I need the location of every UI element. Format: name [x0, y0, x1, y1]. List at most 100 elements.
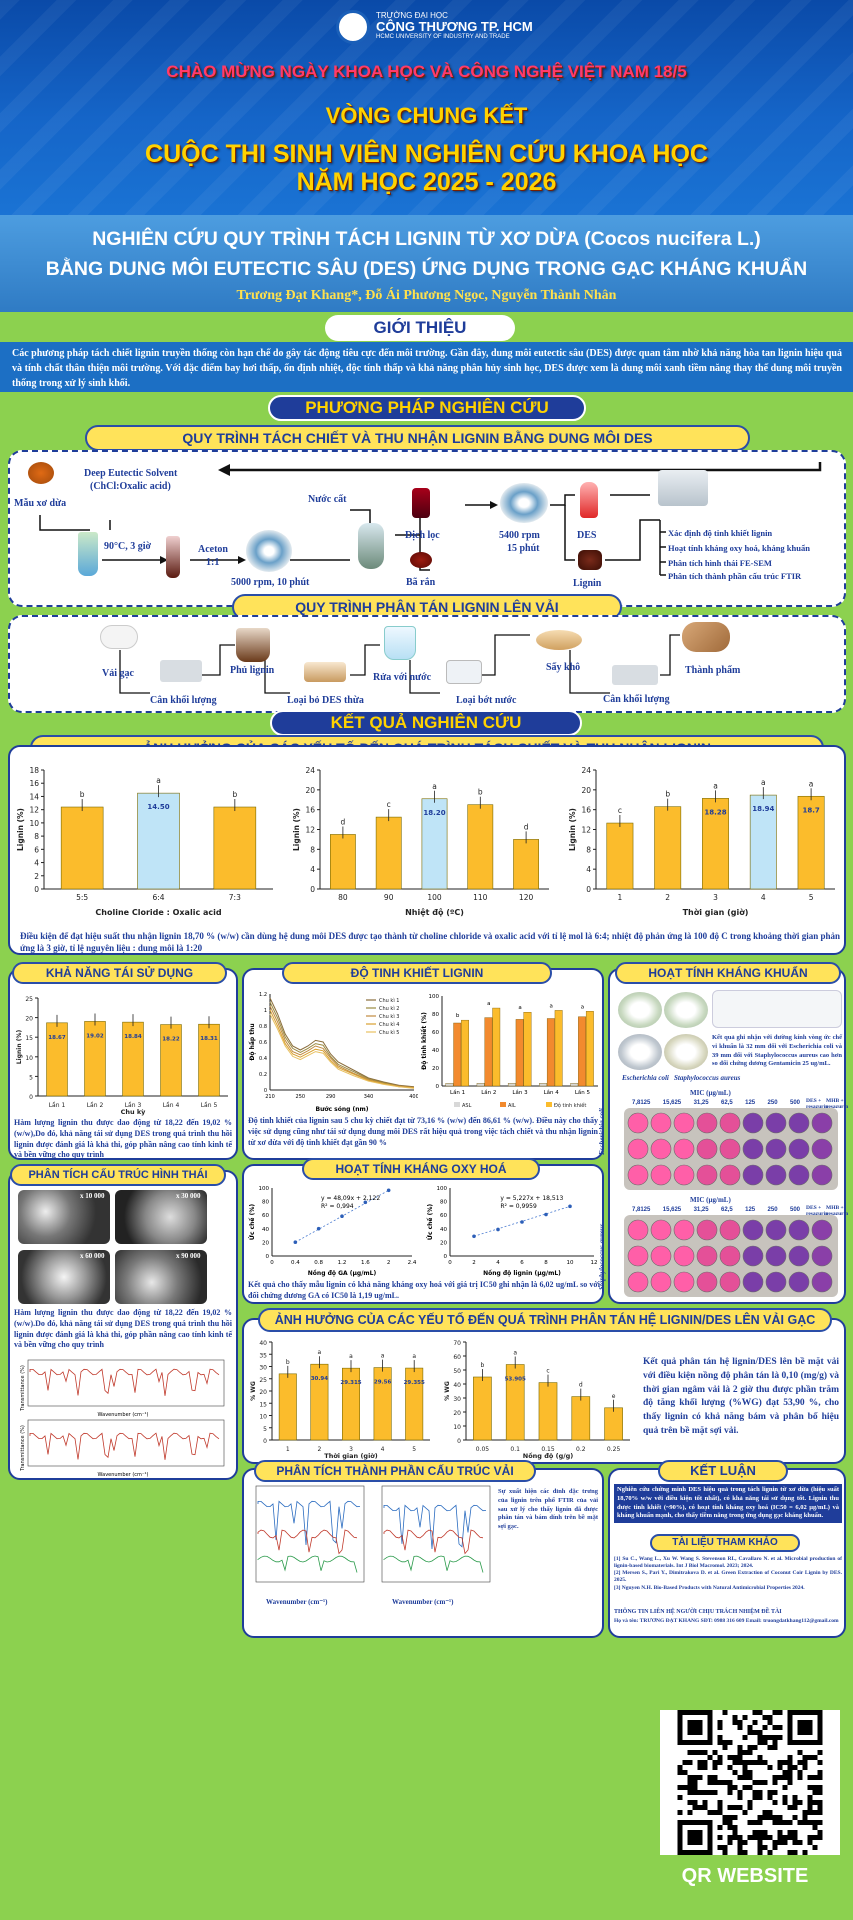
y-tick-label: 60	[432, 1030, 439, 1036]
qr-module	[807, 1810, 813, 1815]
plate-well	[627, 1112, 649, 1134]
bar	[702, 798, 729, 890]
bar	[461, 1019, 469, 1087]
qr-module	[682, 1785, 688, 1790]
d-coat: Phủ lignin	[230, 665, 275, 676]
qr-finder-center	[797, 1720, 813, 1735]
bar	[213, 806, 257, 890]
ftir-lignin-spectrum-2: Wavenumber (cm⁻¹) Transmittance (%)	[20, 1419, 225, 1478]
significance-letter: a	[761, 778, 766, 787]
qr-module	[797, 1820, 803, 1825]
x-axis-label: Chu kỳ	[121, 1107, 147, 1116]
qr-module	[732, 1805, 738, 1810]
y-tick-label: 60	[440, 1213, 447, 1219]
qr-module	[802, 1760, 808, 1765]
qr-module	[722, 1745, 728, 1750]
qr-module	[772, 1815, 778, 1820]
x-tick-label: 10	[567, 1260, 574, 1266]
bar	[60, 806, 104, 890]
chart-lignin-antioxidant: 0 20 40 60 80 100 0 2 4 6 8 10 12 y = 5,227x + 18,513…	[427, 1186, 598, 1277]
bar	[507, 1083, 516, 1087]
y-axis-label: Lignin (%)	[16, 1030, 23, 1065]
mic-conc-row-2: 7,8125 15,625 31,25 62,5 125 250 500	[632, 1207, 800, 1213]
x-tick-label: Lần 3	[512, 1088, 528, 1096]
bar	[578, 1016, 586, 1087]
y-tick-label: 40	[259, 1340, 267, 1347]
y-tick-label: 100	[259, 1186, 270, 1192]
qr-module	[812, 1820, 818, 1825]
ecoli-plate-2	[618, 1034, 662, 1070]
plate-well	[811, 1219, 833, 1241]
significance-letter: a	[713, 781, 718, 790]
x-tick-label: 1.6	[361, 1260, 370, 1266]
qr-module	[787, 1805, 793, 1810]
qr-module	[787, 1770, 793, 1775]
y-tick-label: 80	[440, 1200, 447, 1206]
saureus-plate-1	[664, 992, 708, 1028]
plot-frame	[27, 1359, 225, 1407]
y-tick-label: 8	[310, 845, 315, 854]
x-tick-label: 290	[326, 1094, 336, 1100]
qr-module	[677, 1795, 683, 1800]
qr-module	[712, 1780, 718, 1785]
qr-module	[747, 1770, 753, 1775]
significance-letter: a	[518, 1005, 521, 1011]
qr-module	[792, 1800, 798, 1805]
y-tick-label: 1.2	[259, 992, 267, 998]
qr-module	[742, 1735, 748, 1740]
x-tick-label: 6	[520, 1260, 524, 1266]
significance-letter: a	[318, 1349, 322, 1356]
qr-module	[812, 1845, 818, 1850]
chart-reuse: 0 5 10 15 20 25 Lần 1 18.67 Lần 2 19.02 Lần 3 18.84…	[16, 996, 228, 1116]
qr-module	[707, 1775, 713, 1780]
legend-swatch	[454, 1102, 460, 1107]
qr-module	[752, 1820, 758, 1825]
data-label: 14.50	[147, 803, 169, 811]
data-label: 29.315	[340, 1380, 361, 1386]
plate-well	[719, 1219, 741, 1241]
qr-module	[787, 1820, 793, 1825]
qr-module	[747, 1820, 753, 1825]
conclusion-text: Nghiên cứu chứng minh DES hiệu quả trong…	[614, 1484, 842, 1524]
plate-well	[788, 1138, 810, 1160]
y-tick-label: 0	[310, 885, 315, 894]
qr-module	[767, 1835, 773, 1840]
y-axis-label: Lignin (%)	[16, 808, 25, 851]
y-tick-label: 1	[264, 1008, 267, 1014]
qr-module	[692, 1750, 698, 1755]
mic-concentration: 250	[767, 1100, 778, 1106]
data-point	[340, 1214, 344, 1219]
x-tick-label: 1	[618, 893, 623, 902]
x-tick-label: 4	[496, 1260, 500, 1266]
plate-well	[696, 1245, 718, 1267]
data-label: 18.7	[802, 806, 819, 814]
bar	[538, 1382, 558, 1441]
plot-frame	[27, 1419, 225, 1467]
qr-module	[807, 1785, 813, 1790]
mic-concentration: 62,5	[721, 1207, 733, 1213]
qr-code-icon[interactable]	[660, 1710, 840, 1855]
y-tick-label: 100	[437, 1186, 448, 1192]
d-gauze: Vải gạc	[102, 668, 134, 679]
qr-module	[807, 1835, 813, 1840]
results-heading: KẾT QUẢ NGHIÊN CỨU	[270, 710, 582, 736]
qr-module	[757, 1795, 763, 1800]
reuse-caption: Hàm lượng lignin thu được dao động từ 18…	[14, 1118, 232, 1160]
x-tick-label: 80	[338, 893, 348, 902]
plate-well	[765, 1245, 787, 1267]
data-label: 18.28	[704, 808, 726, 816]
step-acetone: Aceton	[198, 544, 228, 555]
y-tick-label: 25	[25, 996, 33, 1003]
x-tick-label: 0.05	[476, 1446, 490, 1453]
qr-module	[712, 1810, 718, 1815]
x-tick-label: 0.15	[541, 1446, 555, 1453]
x-axis-label: Bước sóng (nm)	[316, 1106, 369, 1113]
legend-label: Chu kì 1	[379, 997, 399, 1004]
x-tick-label: 5:5	[76, 893, 88, 902]
significance-letter: d	[579, 1382, 583, 1389]
spectrum-line	[383, 1504, 487, 1550]
y-tick-label: 20	[432, 1066, 439, 1072]
plate-well	[627, 1138, 649, 1160]
bar	[342, 1367, 360, 1441]
y-tick-label: 40	[453, 1382, 461, 1389]
